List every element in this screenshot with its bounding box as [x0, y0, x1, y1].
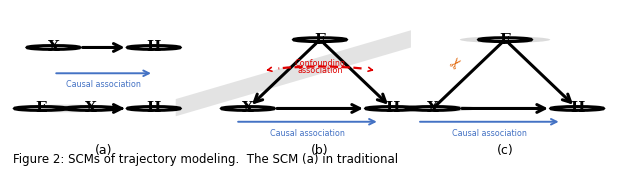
Text: (b): (b): [311, 144, 329, 157]
Text: E: E: [314, 33, 326, 47]
Ellipse shape: [13, 105, 119, 112]
Ellipse shape: [221, 107, 274, 110]
Text: (c): (c): [497, 144, 513, 157]
Text: E: E: [499, 33, 511, 47]
Ellipse shape: [27, 46, 80, 49]
Text: X: X: [85, 101, 97, 116]
Text: ✂: ✂: [447, 54, 467, 74]
Text: Figure 2: SCMs of trajectory modeling.  The SCM (a) in traditional: Figure 2: SCMs of trajectory modeling. T…: [13, 153, 398, 166]
Ellipse shape: [294, 38, 346, 42]
Ellipse shape: [479, 38, 531, 42]
Text: Causal association: Causal association: [66, 80, 141, 89]
Text: H: H: [147, 101, 161, 116]
Text: (a): (a): [95, 144, 113, 157]
Text: X: X: [242, 101, 254, 116]
Text: association: association: [298, 66, 342, 75]
Text: Causal association: Causal association: [270, 129, 345, 138]
Ellipse shape: [127, 46, 180, 49]
Text: E: E: [35, 101, 47, 116]
Text: Confounding: Confounding: [294, 59, 346, 68]
Ellipse shape: [65, 107, 117, 110]
Text: H: H: [570, 101, 584, 116]
Ellipse shape: [127, 107, 180, 110]
Ellipse shape: [15, 107, 67, 110]
Text: Causal association: Causal association: [452, 129, 527, 138]
Ellipse shape: [366, 107, 419, 110]
Ellipse shape: [406, 107, 460, 110]
Text: X: X: [427, 101, 439, 116]
Text: X: X: [47, 40, 60, 54]
Ellipse shape: [551, 107, 604, 110]
Polygon shape: [176, 30, 411, 116]
Ellipse shape: [460, 36, 550, 43]
Text: H: H: [147, 40, 161, 54]
Ellipse shape: [388, 105, 478, 112]
Text: H: H: [385, 101, 399, 116]
